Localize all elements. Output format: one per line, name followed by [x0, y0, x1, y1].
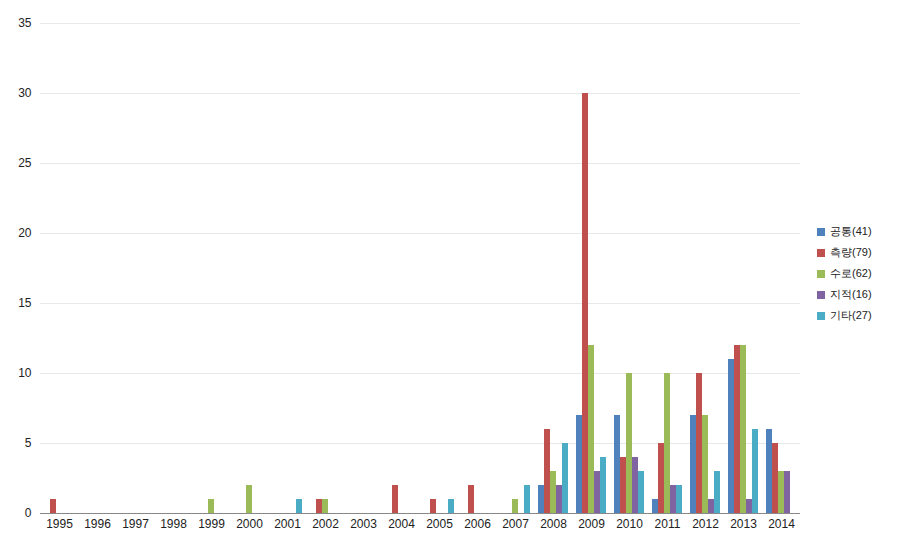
svg-text:20: 20	[18, 226, 32, 240]
svg-text:1997: 1997	[122, 517, 149, 531]
svg-text:10: 10	[18, 366, 32, 380]
svg-text:1995: 1995	[46, 517, 73, 531]
svg-text:2006: 2006	[464, 517, 491, 531]
html-text:측량(79): 측량(79)	[830, 246, 872, 258]
svg-text:2002: 2002	[312, 517, 339, 531]
svg-text:2014: 2014	[768, 517, 795, 531]
svg-text:30: 30	[18, 86, 32, 100]
svg-text:1998: 1998	[160, 517, 187, 531]
svg-text:1999: 1999	[198, 517, 225, 531]
html-text:수로(62): 수로(62)	[830, 267, 872, 279]
svg-text:2005: 2005	[426, 517, 453, 531]
svg-text:2013: 2013	[730, 517, 757, 531]
svg-text:35: 35	[18, 16, 32, 30]
svg-text:2001: 2001	[274, 517, 301, 531]
html-text:지적(16): 지적(16)	[830, 288, 872, 300]
svg-text:2004: 2004	[388, 517, 415, 531]
svg-text:5: 5	[25, 436, 32, 450]
svg-text:2012: 2012	[692, 517, 719, 531]
svg-text:0: 0	[25, 506, 32, 520]
svg-text:2007: 2007	[502, 517, 529, 531]
svg-text:1996: 1996	[84, 517, 111, 531]
html-text:공통(41): 공통(41)	[830, 225, 872, 237]
svg-text:25: 25	[18, 156, 32, 170]
svg-text:2010: 2010	[616, 517, 643, 531]
svg-text:15: 15	[18, 296, 32, 310]
svg-text:2003: 2003	[350, 517, 377, 531]
svg-text:2009: 2009	[578, 517, 605, 531]
svg-text:2000: 2000	[236, 517, 263, 531]
html-text:기타(27): 기타(27)	[830, 309, 872, 321]
svg-text:2008: 2008	[540, 517, 567, 531]
svg-text:2011: 2011	[655, 517, 681, 531]
